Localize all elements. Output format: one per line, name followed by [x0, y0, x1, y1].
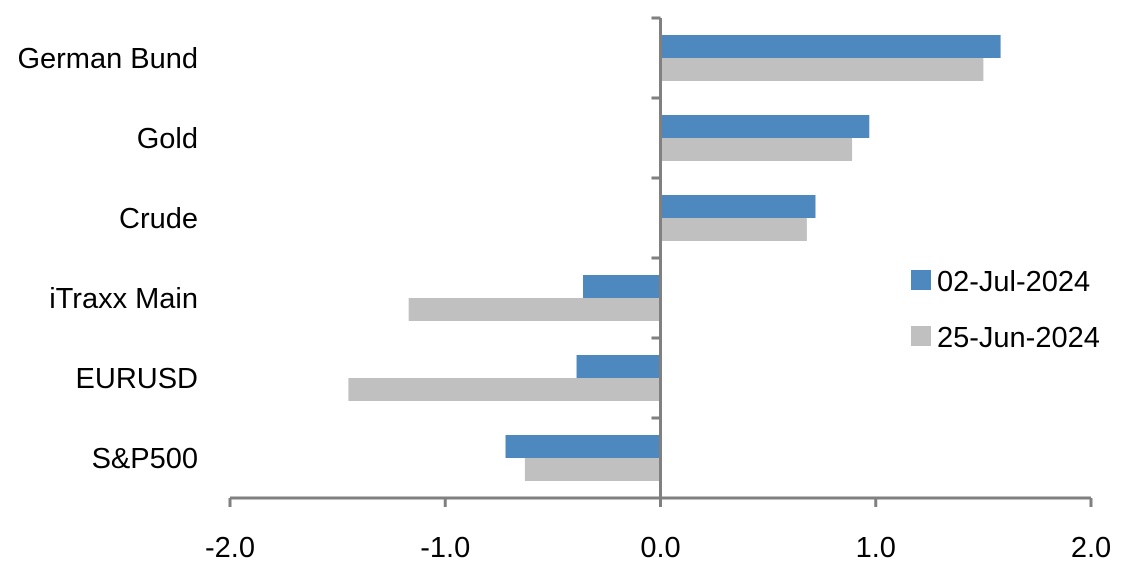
- x-tick-label: 0.0: [640, 532, 680, 564]
- bar-series1: [505, 435, 661, 458]
- category-label: EURUSD: [76, 363, 198, 395]
- legend-label: 02-Jul-2024: [937, 266, 1090, 298]
- bar-series2: [660, 138, 853, 161]
- category-label: Crude: [119, 203, 198, 235]
- legend-swatch: [911, 270, 931, 290]
- bar-series2: [660, 218, 807, 241]
- x-tick-label: 2.0: [1071, 532, 1111, 564]
- bar-series1: [660, 195, 816, 218]
- x-tick-label: -2.0: [205, 532, 255, 564]
- bar-series1: [660, 35, 1001, 58]
- bar-series1: [660, 115, 870, 138]
- legend-swatch: [911, 326, 931, 346]
- category-label: S&P500: [92, 443, 198, 475]
- bar-series1: [576, 355, 661, 378]
- category-label: German Bund: [17, 43, 198, 75]
- bar-series2: [348, 378, 661, 401]
- legend-label: 25-Jun-2024: [937, 322, 1100, 354]
- bar-series2: [660, 58, 984, 81]
- category-label: iTraxx Main: [49, 283, 198, 315]
- bar-series1: [583, 275, 661, 298]
- category-label: Gold: [137, 123, 198, 155]
- x-tick-label: 1.0: [856, 532, 896, 564]
- x-tick-label: -1.0: [420, 532, 470, 564]
- bar-series2: [524, 458, 661, 481]
- bar-series2: [408, 298, 661, 321]
